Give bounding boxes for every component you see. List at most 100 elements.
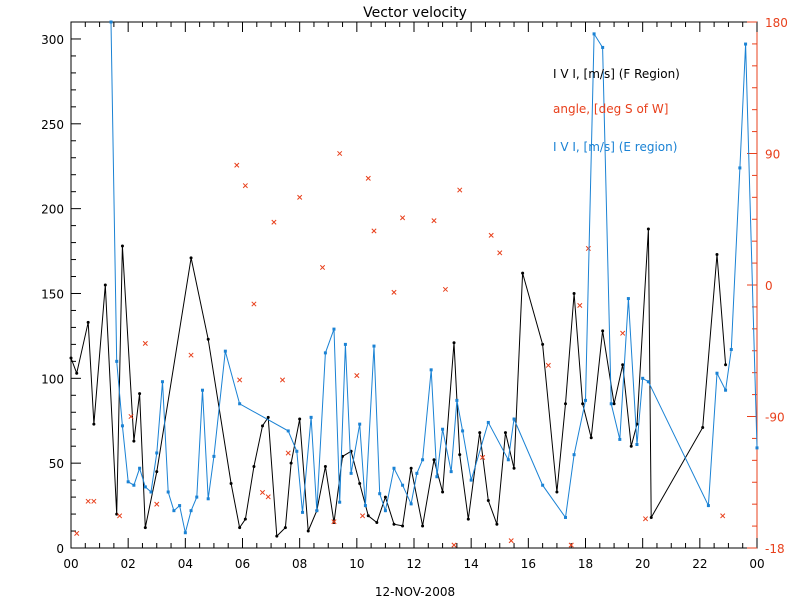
x-tick-label: 14 [464, 557, 479, 571]
data-point [744, 42, 748, 46]
data-point [358, 422, 362, 426]
data-point [458, 453, 462, 457]
data-point [729, 347, 733, 351]
data-point [298, 417, 302, 421]
axes-layer: 00 02 04 06 08 10 12 14 16 18 20 22 0005010015020025… [41, 16, 788, 571]
data-point [555, 490, 559, 494]
series-line [110, 21, 758, 533]
legend-label-angle: angle, [deg S of W] [553, 102, 668, 116]
y-left-tick-label: 50 [49, 457, 64, 471]
data-point [200, 388, 204, 392]
y-left-tick-label: 100 [41, 372, 64, 386]
data-point [646, 227, 650, 231]
data-point [724, 363, 728, 367]
data-point [354, 373, 360, 379]
data-point [378, 492, 382, 496]
series-2 [109, 20, 759, 535]
data-point [301, 510, 305, 514]
data-point [279, 377, 286, 383]
data-point [391, 289, 397, 295]
data-point [563, 402, 567, 406]
data-point [589, 436, 593, 440]
data-point [143, 526, 147, 530]
data-point [115, 512, 119, 516]
data-point [315, 509, 319, 513]
data-point [212, 454, 216, 458]
data-point [563, 515, 567, 519]
data-point [183, 531, 187, 535]
data-point [295, 449, 299, 453]
y-right-tick-label: 90 [765, 148, 780, 162]
data-point [75, 371, 79, 375]
data-point [545, 362, 551, 368]
data-point [715, 252, 719, 256]
data-point [297, 194, 303, 200]
data-point [401, 483, 405, 487]
data-point [441, 427, 445, 431]
data-point [74, 530, 80, 536]
y-left-tick-label: 0 [56, 542, 64, 556]
data-point [506, 458, 510, 462]
data-point [724, 388, 728, 392]
data-point [641, 376, 645, 380]
data-point [461, 429, 465, 433]
data-point [466, 517, 470, 521]
legend: I V I, [m/s] (F Region) angle, [deg S of… [553, 67, 680, 154]
data-point [601, 329, 605, 333]
data-point [755, 446, 759, 450]
x-tick-label: 18 [578, 557, 593, 571]
data-point [188, 352, 194, 358]
data-point [271, 219, 277, 225]
data-point [431, 218, 437, 224]
data-point [261, 424, 265, 428]
data-point [155, 451, 159, 455]
data-point [143, 485, 147, 489]
data-point [142, 340, 148, 346]
data-point [421, 524, 425, 528]
data-point [521, 271, 525, 275]
data-point [238, 402, 242, 406]
data-point [512, 417, 516, 421]
data-point [366, 514, 370, 518]
data-point [309, 415, 313, 419]
data-point [480, 454, 486, 460]
data-point [206, 337, 210, 341]
data-point [401, 524, 405, 528]
data-point [363, 504, 367, 508]
data-point [372, 344, 376, 348]
data-point [642, 516, 649, 522]
data-point [452, 341, 456, 345]
data-point [91, 498, 97, 504]
data-point [649, 515, 653, 519]
data-point [343, 342, 347, 346]
data-point [234, 162, 240, 168]
data-point [572, 453, 576, 457]
data-point [358, 482, 362, 486]
data-point [289, 461, 293, 465]
data-point [486, 420, 490, 424]
data-point [584, 398, 587, 402]
x-tick-label: 00 [63, 557, 78, 571]
data-point [337, 150, 343, 157]
data-point [189, 256, 193, 260]
data-point [323, 465, 327, 469]
data-point [738, 166, 742, 170]
data-point [618, 437, 622, 441]
data-point [620, 330, 626, 336]
data-point [629, 444, 633, 448]
data-point [409, 466, 413, 470]
data-point [435, 475, 439, 479]
data-point [195, 495, 199, 499]
data-point [266, 415, 270, 419]
data-point [265, 494, 271, 500]
data-point [92, 422, 96, 426]
plot-frame [70, 21, 758, 549]
data-point [128, 413, 134, 420]
x-tick-label: 00 [749, 557, 764, 571]
data-point [242, 183, 248, 189]
data-point [365, 175, 371, 181]
data-point [701, 426, 705, 430]
x-tick-label: 12 [406, 557, 421, 571]
data-point [383, 509, 387, 513]
data-point [441, 490, 445, 494]
